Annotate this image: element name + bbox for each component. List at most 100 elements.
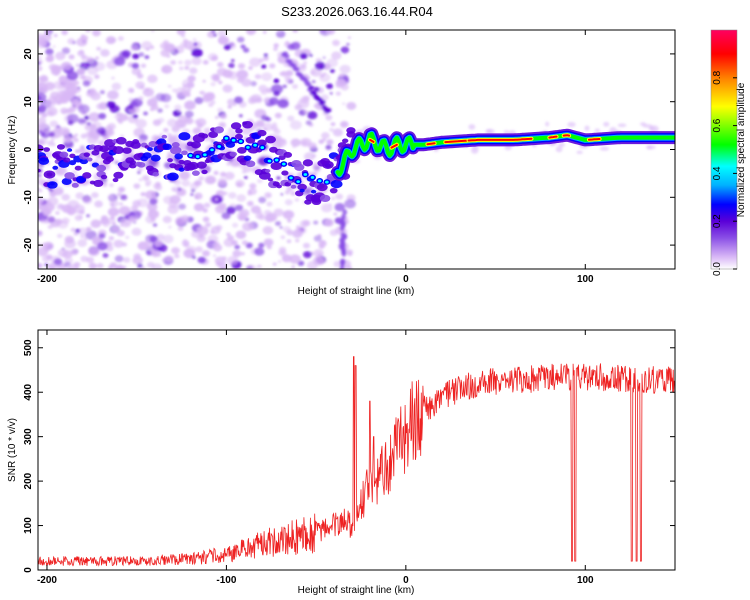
ridge-blob — [99, 145, 109, 153]
noise-blob — [117, 36, 124, 41]
ridge-blob — [237, 147, 247, 154]
noise-blob — [346, 102, 357, 110]
streak-blob — [325, 107, 332, 113]
noise-blob — [138, 52, 145, 57]
noise-blob — [326, 30, 336, 35]
noise-blob — [264, 209, 272, 216]
streak-blob — [339, 219, 344, 226]
noise-blob — [187, 75, 196, 82]
noise-blob — [96, 46, 102, 51]
noise-blob — [39, 122, 48, 130]
noise-blob — [56, 125, 61, 129]
ridge-blob — [130, 141, 141, 149]
snr-x-tick-label: 100 — [577, 575, 594, 586]
noise-blob — [102, 253, 109, 258]
noise-blob — [150, 45, 155, 49]
noise-blob — [329, 127, 335, 132]
noise-blob — [38, 230, 43, 237]
noise-blob — [138, 96, 144, 101]
noise-blob — [47, 140, 55, 146]
noise-blob — [61, 47, 71, 55]
noise-blob — [57, 248, 69, 258]
noise-blob — [331, 51, 342, 60]
noise-blob — [218, 80, 223, 85]
noise-blob — [132, 114, 139, 119]
ridge-blob — [68, 160, 77, 166]
noise-blob — [296, 225, 300, 228]
noise-blob — [86, 214, 90, 218]
ridge-core-spot — [217, 145, 222, 148]
noise-blob — [180, 34, 186, 38]
noise-blob — [44, 81, 56, 91]
noise-blob — [154, 184, 163, 191]
noise-blob — [105, 129, 115, 137]
noise-blob — [340, 46, 350, 54]
noise-blob — [279, 226, 283, 229]
noise-blob — [146, 202, 158, 211]
noise-blob — [277, 30, 281, 33]
noise-blob — [110, 37, 117, 43]
noise-blob — [248, 66, 253, 70]
noise-blob — [100, 217, 110, 225]
noise-blob — [326, 139, 334, 145]
noise-blob — [163, 43, 176, 53]
carrier-peak-segment — [587, 138, 601, 141]
noise-blob — [133, 183, 141, 189]
ridge-blob — [267, 177, 274, 182]
noise-blob — [203, 127, 212, 134]
streak-blob — [283, 54, 290, 59]
noise-blob — [240, 252, 245, 256]
noise-blob — [313, 167, 321, 173]
noise-blob — [64, 235, 75, 244]
noise-blob — [246, 200, 254, 207]
noise-blob — [191, 57, 202, 66]
noise-blob — [133, 253, 141, 260]
noise-blob — [545, 121, 550, 127]
noise-blob — [224, 171, 235, 180]
noise-blob — [345, 249, 353, 256]
ridge-blob — [178, 132, 191, 141]
colorbar-axis: 0.0 0.2 0.4 0.6 0.8 — [712, 70, 737, 276]
ridge-blob — [132, 139, 140, 144]
noise-blob — [55, 168, 63, 175]
spectrogram-x-tick-label: 0 — [403, 274, 409, 285]
ridge-blob — [341, 138, 349, 144]
noise-blob — [53, 33, 58, 38]
ridge-blob — [82, 172, 92, 179]
noise-blob — [80, 133, 87, 139]
noise-blob — [302, 219, 311, 227]
noise-blob — [38, 173, 42, 178]
noise-blob — [332, 39, 340, 47]
noise-blob — [239, 114, 243, 118]
noise-blob — [90, 219, 102, 229]
noise-blob — [270, 124, 278, 131]
noise-blob — [168, 200, 178, 209]
noise-blob — [280, 235, 286, 240]
noise-blob — [145, 47, 150, 51]
noise-blob — [46, 107, 58, 117]
noise-blob — [273, 43, 279, 48]
noise-blob — [291, 84, 299, 89]
ridge-core-spot — [303, 173, 308, 176]
noise-blob — [50, 65, 58, 71]
noise-blob — [335, 91, 342, 96]
noise-blob — [79, 234, 86, 239]
noise-blob — [278, 249, 287, 257]
snr-y-tick-label: 0 — [23, 567, 34, 573]
noise-blob — [331, 197, 335, 200]
ridge-core-spot — [317, 179, 322, 183]
carrier-peak-segment — [369, 138, 375, 143]
noise-blob — [236, 182, 243, 188]
noise-blob — [322, 56, 326, 59]
noise-blob — [184, 100, 196, 110]
ridge-blob — [278, 155, 286, 161]
noise-blob — [174, 253, 180, 259]
noise-blob — [284, 190, 290, 195]
noise-blob — [137, 241, 149, 251]
ridge-blob — [148, 141, 158, 148]
noise-blob — [180, 86, 191, 95]
noise-blob — [173, 179, 181, 186]
noise-blob — [241, 240, 248, 246]
noise-blob — [184, 66, 190, 70]
noise-blob — [189, 67, 198, 74]
